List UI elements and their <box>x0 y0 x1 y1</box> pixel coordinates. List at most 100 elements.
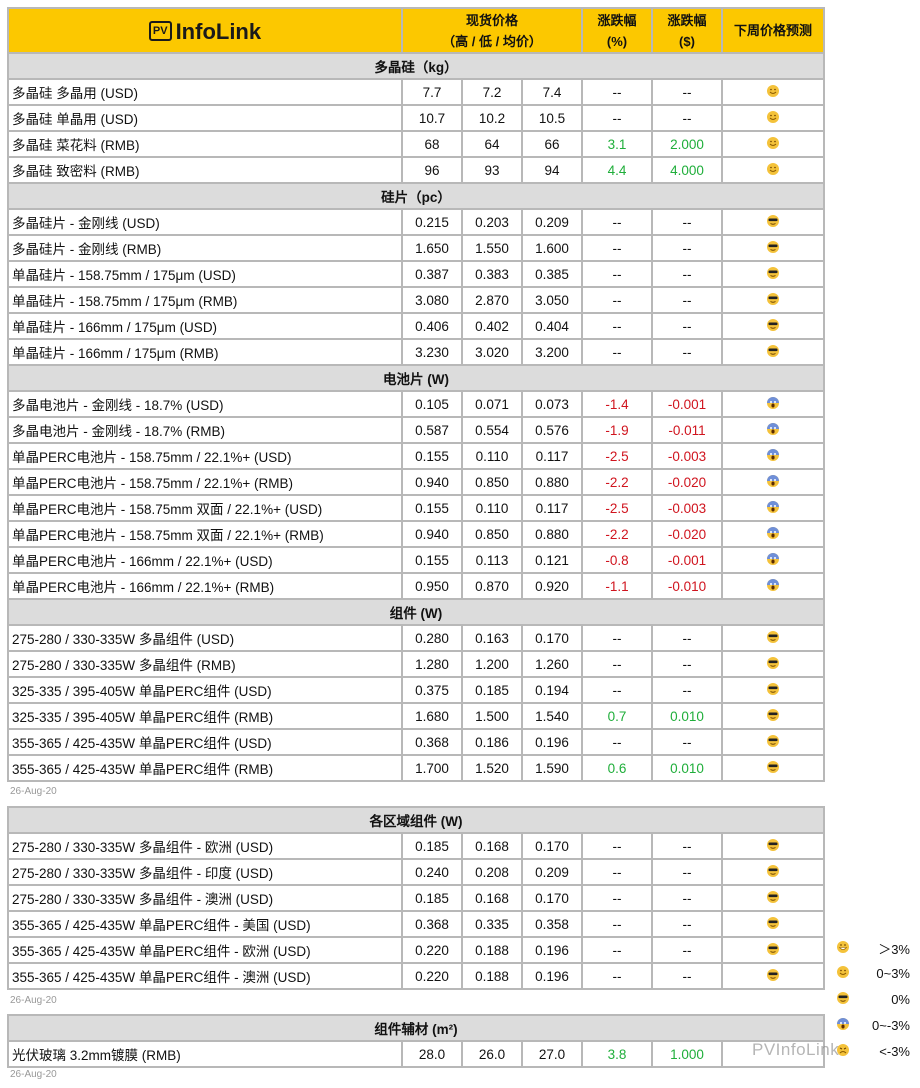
price-high: 0.215 <box>401 208 463 236</box>
price-avg: 0.117 <box>521 494 583 522</box>
forecast-cell <box>721 338 825 366</box>
spot-price-label: 现货价格 <box>465 12 518 28</box>
price-high: 0.368 <box>401 910 463 938</box>
product-name: 355-365 / 425-435W 单晶PERC组件 (USD) <box>7 728 403 756</box>
forecast-cell <box>721 208 825 236</box>
price-low: 64 <box>461 130 523 158</box>
product-name: 单晶硅片 - 158.75mm / 175μm (USD) <box>7 260 403 288</box>
table-row: 单晶PERC电池片 - 158.75mm 双面 / 22.1%+ (RMB) 0.… <box>7 520 825 548</box>
legend-label: <-3% <box>879 1044 910 1059</box>
section-row: 多晶硅（kg） <box>7 52 825 80</box>
price-high: 0.155 <box>401 546 463 574</box>
forecast-cell <box>720 884 826 912</box>
table-row: 325-335 / 395-405W 单晶PERC组件 (USD) 0.375 0.… <box>7 676 825 704</box>
scream-emoji-icon <box>836 1017 850 1034</box>
table-row: 多晶电池片 - 金刚线 - 18.7% (RMB) 0.587 0.554 0.576… <box>7 416 825 444</box>
table-row: 多晶电池片 - 金刚线 - 18.7% (USD) 0.105 0.071 0.073… <box>7 390 825 418</box>
change-pct: 3.8 <box>581 1040 653 1068</box>
price-high: 10.7 <box>401 104 463 132</box>
legend-label: 0~-3% <box>872 1018 910 1033</box>
section-title: 组件 (W) <box>7 598 825 626</box>
price-high: 1.700 <box>401 754 463 782</box>
change-pct: 0.6 <box>581 754 653 782</box>
product-name: 多晶硅 单晶用 (USD) <box>7 104 403 132</box>
price-high: 96 <box>401 156 463 184</box>
forecast-cell <box>720 962 826 990</box>
price-high: 68 <box>401 130 463 158</box>
change-pct: -- <box>581 78 653 106</box>
product-name: 单晶PERC电池片 - 166mm / 22.1%+ (RMB) <box>7 572 403 600</box>
cool-emoji-icon <box>766 864 780 881</box>
forecast-cell <box>720 858 826 886</box>
price-high: 0.387 <box>401 260 463 288</box>
change-usd: 0.010 <box>651 754 723 782</box>
product-name: 单晶硅片 - 158.75mm / 175μm (RMB) <box>7 286 403 314</box>
price-avg: 1.590 <box>521 754 583 782</box>
change-pct-unit: (%) <box>606 33 628 49</box>
change-pct: -- <box>581 962 653 990</box>
forecast-cell <box>721 624 825 652</box>
product-name: 多晶电池片 - 金刚线 - 18.7% (USD) <box>7 390 403 418</box>
change-pct: -1.9 <box>581 416 653 444</box>
price-low: 0.163 <box>461 624 523 652</box>
scream-emoji-icon <box>766 500 780 517</box>
table-row: 多晶硅 单晶用 (USD) 10.7 10.2 10.5 -- -- <box>7 104 825 132</box>
table-row: 单晶硅片 - 166mm / 175μm (RMB) 3.230 3.020 3.20… <box>7 338 825 366</box>
table-row: 325-335 / 395-405W 单晶PERC组件 (RMB) 1.680 1.… <box>7 702 825 730</box>
product-name: 单晶PERC电池片 - 158.75mm 双面 / 22.1%+ (USD) <box>7 494 403 522</box>
change-usd: -- <box>651 910 723 938</box>
product-name: 多晶硅 菜花料 (RMB) <box>7 130 403 158</box>
price-high: 0.587 <box>401 416 463 444</box>
forecast-cell <box>721 260 825 288</box>
change-usd: -- <box>651 936 723 964</box>
change-pct: -2.2 <box>581 520 653 548</box>
forecast-cell <box>720 910 826 938</box>
table-row: 单晶硅片 - 158.75mm / 175μm (RMB) 3.080 2.870 3… <box>7 286 825 314</box>
price-low: 0.168 <box>461 832 523 860</box>
table-row: 275-280 / 330-335W 多晶组件 - 澳洲 (USD) 0.185 0… <box>7 884 826 912</box>
price-low: 0.850 <box>461 520 523 548</box>
price-avg: 94 <box>521 156 583 184</box>
table-row: 多晶硅片 - 金刚线 (RMB) 1.650 1.550 1.600 -- -- <box>7 234 825 262</box>
change-pct: 0.7 <box>581 702 653 730</box>
change-pct: -- <box>581 312 653 340</box>
price-low: 0.383 <box>461 260 523 288</box>
price-table: 各区域组件 (W) 275-280 / 330-335W 多晶组件 - 欧洲 (U… <box>6 806 826 990</box>
change-usd-header: 涨跌幅 ($) <box>651 7 723 54</box>
product-name: 多晶电池片 - 金刚线 - 18.7% (RMB) <box>7 416 403 444</box>
product-name: 355-365 / 425-435W 单晶PERC组件 (RMB) <box>7 754 403 782</box>
legend-label: 0~3% <box>876 966 910 981</box>
price-low: 0.188 <box>461 936 523 964</box>
product-name: 单晶硅片 - 166mm / 175μm (USD) <box>7 312 403 340</box>
cool-emoji-icon <box>766 656 780 673</box>
cool-emoji-icon <box>766 734 780 751</box>
change-usd-label: 涨跌幅 <box>667 12 707 28</box>
price-high: 0.155 <box>401 442 463 470</box>
table-row: 355-365 / 425-435W 单晶PERC组件 (RMB) 1.700 1.… <box>7 754 825 782</box>
section-row: 电池片 (W) <box>7 364 825 392</box>
table-row: 355-365 / 425-435W 单晶PERC组件 - 美国 (USD) 0.… <box>7 910 826 938</box>
section-row: 组件 (W) <box>7 598 825 626</box>
table-row: 355-365 / 425-435W 单晶PERC组件 (USD) 0.368 0.… <box>7 728 825 756</box>
change-usd: 0.010 <box>651 702 723 730</box>
price-high: 0.940 <box>401 468 463 496</box>
forecast-cell <box>721 702 825 730</box>
product-name: 单晶PERC电池片 - 158.75mm / 22.1%+ (RMB) <box>7 468 403 496</box>
change-usd: -- <box>651 286 723 314</box>
table-row: 多晶硅片 - 金刚线 (USD) 0.215 0.203 0.209 -- -- <box>7 208 825 236</box>
price-high: 7.7 <box>401 78 463 106</box>
price-avg: 0.170 <box>521 832 583 860</box>
header-row: PV InfoLink 现货价格 （高 / 低 / 均价） 涨跌幅 (%) 涨跌幅 ($) 下周… <box>7 7 825 54</box>
scream-emoji-icon <box>766 474 780 491</box>
spot-price-sub: （高 / 低 / 均价） <box>442 33 542 49</box>
table-row: 275-280 / 330-335W 多晶组件 - 欧洲 (USD) 0.185 0… <box>7 832 826 860</box>
price-high: 3.230 <box>401 338 463 366</box>
price-avg: 3.200 <box>521 338 583 366</box>
product-name: 光伏玻璃 3.2mm镀膜 (RMB) <box>7 1040 403 1068</box>
price-avg: 66 <box>521 130 583 158</box>
section-row: 硅片（pc） <box>7 182 825 210</box>
change-pct: -2.2 <box>581 468 653 496</box>
change-pct: -- <box>581 104 653 132</box>
price-avg: 0.404 <box>521 312 583 340</box>
section-title: 多晶硅（kg） <box>7 52 825 80</box>
